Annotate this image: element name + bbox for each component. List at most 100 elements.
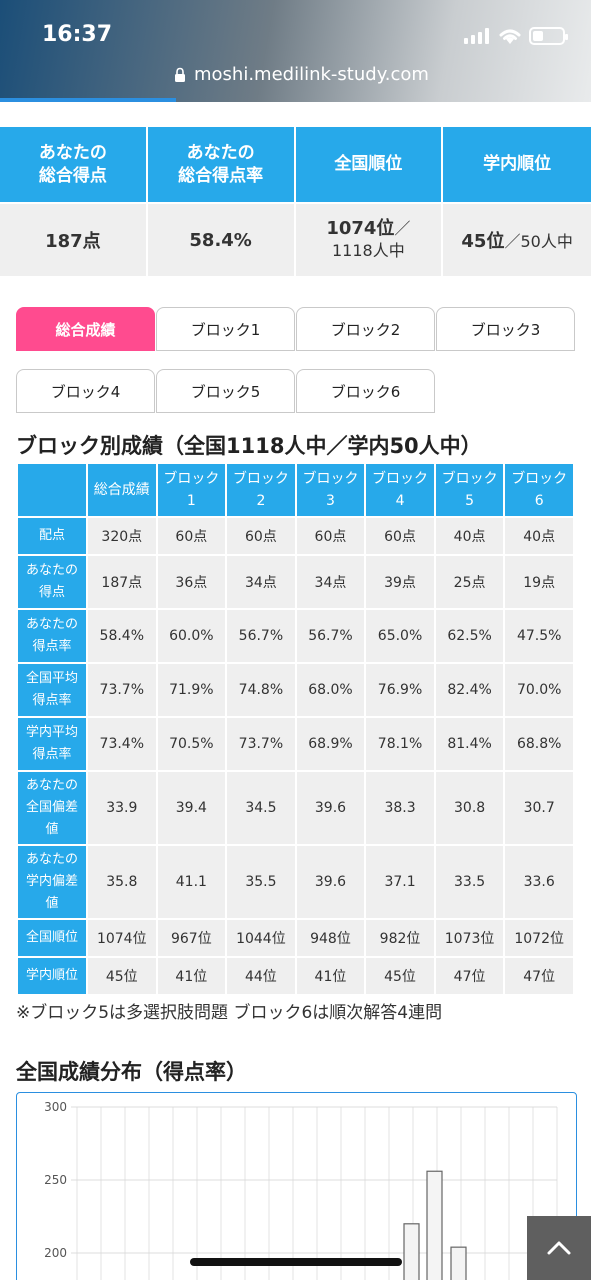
table-cell: 37.1 bbox=[364, 844, 436, 920]
row-label: あなたの 全国偏差 値 bbox=[16, 770, 88, 846]
table-cell: 47位 bbox=[503, 956, 575, 996]
distribution-bar bbox=[403, 1223, 420, 1280]
table-cell: 62.5% bbox=[433, 608, 506, 664]
table-cell: 56.7% bbox=[294, 608, 367, 664]
y-tick-label: 200 bbox=[44, 1246, 67, 1260]
summary-national-rank: 1074位／ 1118人中 bbox=[295, 204, 444, 278]
url-bar[interactable]: moshi.medilink-study.com bbox=[194, 64, 429, 85]
table-cell: 74.8% bbox=[225, 662, 297, 718]
row-label: 学内平均 得点率 bbox=[16, 716, 88, 772]
table-cell: 39点 bbox=[364, 554, 436, 610]
tab-overall[interactable]: 総合成績 bbox=[16, 307, 155, 351]
table-cell: 44位 bbox=[225, 956, 297, 996]
table-cell: 982位 bbox=[364, 918, 436, 958]
table-cell: 56.7% bbox=[225, 608, 297, 664]
table-cell: 34点 bbox=[294, 554, 367, 610]
table-row: あなたの 全国偏差 値 33.9 39.4 34.5 39.6 38.3 30.8 30.7 bbox=[16, 770, 575, 846]
table-cell: 60点 bbox=[225, 516, 297, 556]
summary-header-rate: あなたの 総合得点率 bbox=[147, 127, 296, 204]
table-cell: 47位 bbox=[433, 956, 506, 996]
row-label: 全国順位 bbox=[16, 918, 88, 958]
table-header-row: 総合成績 ブロック 1 ブロック 2 ブロック 3 ブロック 4 ブロック 5 … bbox=[16, 462, 575, 518]
table-cell: 68.0% bbox=[294, 662, 367, 718]
table-corner-cell bbox=[16, 462, 88, 518]
table-cell: 34点 bbox=[225, 554, 297, 610]
scroll-to-top-button[interactable] bbox=[527, 1216, 591, 1280]
table-cell: 30.7 bbox=[503, 770, 575, 846]
table-cell: 33.9 bbox=[86, 770, 158, 846]
table-cell: 948位 bbox=[294, 918, 367, 958]
tab-block-5[interactable]: ブロック5 bbox=[156, 369, 295, 413]
table-cell: 71.9% bbox=[155, 662, 228, 718]
tab-block-1[interactable]: ブロック1 bbox=[156, 307, 295, 351]
table-cell: 19点 bbox=[503, 554, 575, 610]
block-section-title: ブロック別成績（全国1118人中／学内50人中） bbox=[16, 434, 482, 458]
column-header: ブロック 1 bbox=[155, 462, 228, 518]
tab-block-3[interactable]: ブロック3 bbox=[436, 307, 575, 351]
summary-header-national-rank: 全国順位 bbox=[295, 127, 444, 204]
column-header: ブロック 4 bbox=[364, 462, 436, 518]
table-cell: 34.5 bbox=[225, 770, 297, 846]
table-cell: 40点 bbox=[503, 516, 575, 556]
row-label: あなたの 得点率 bbox=[16, 608, 88, 664]
block-results-table: 総合成績 ブロック 1 ブロック 2 ブロック 3 ブロック 4 ブロック 5 … bbox=[16, 462, 575, 996]
table-cell: 30.8 bbox=[433, 770, 506, 846]
table-row: 全国平均 得点率 73.7% 71.9% 74.8% 68.0% 76.9% 82.4% 70… bbox=[16, 662, 575, 718]
tab-block-6[interactable]: ブロック6 bbox=[296, 369, 435, 413]
status-time: 16:37 bbox=[42, 22, 113, 47]
table-cell: 58.4% bbox=[86, 608, 158, 664]
column-header: ブロック 6 bbox=[503, 462, 575, 518]
y-tick-label: 300 bbox=[44, 1100, 67, 1114]
summary-score: 187点 bbox=[0, 204, 148, 278]
table-cell: 25点 bbox=[433, 554, 506, 610]
table-cell: 60点 bbox=[155, 516, 228, 556]
column-header: 総合成績 bbox=[86, 462, 158, 518]
page-load-progress bbox=[0, 98, 176, 102]
block-note: ※ブロック5は多選択肢問題 ブロック6は順次解答4連問 bbox=[16, 1003, 443, 1023]
table-cell: 33.6 bbox=[503, 844, 575, 920]
summary-header-score: あなたの 総合得点 bbox=[0, 127, 148, 204]
distribution-title: 全国成績分布（得点率） bbox=[16, 1060, 247, 1084]
tab-block-2[interactable]: ブロック2 bbox=[296, 307, 435, 351]
table-cell: 70.5% bbox=[155, 716, 228, 772]
battery-icon bbox=[529, 27, 568, 45]
row-label: あなたの 得点 bbox=[16, 554, 88, 610]
table-cell: 40点 bbox=[433, 516, 506, 556]
distribution-bar bbox=[426, 1170, 443, 1280]
table-cell: 1074位 bbox=[86, 918, 158, 958]
table-row: あなたの 得点 187点 36点 34点 34点 39点 25点 19点 bbox=[16, 554, 575, 610]
row-label: 配点 bbox=[16, 516, 88, 556]
tab-block-4[interactable]: ブロック4 bbox=[16, 369, 155, 413]
table-row: あなたの 得点率 58.4% 60.0% 56.7% 56.7% 65.0% 62.5% 47… bbox=[16, 608, 575, 664]
table-cell: 1044位 bbox=[225, 918, 297, 958]
y-tick-label: 250 bbox=[44, 1173, 67, 1187]
table-cell: 1072位 bbox=[503, 918, 575, 958]
column-header: ブロック 2 bbox=[225, 462, 297, 518]
table-cell: 73.7% bbox=[86, 662, 158, 718]
table-cell: 73.7% bbox=[225, 716, 297, 772]
table-cell: 47.5% bbox=[503, 608, 575, 664]
table-cell: 38.3 bbox=[364, 770, 436, 846]
chevron-up-icon bbox=[547, 1241, 571, 1255]
row-label: 学内順位 bbox=[16, 956, 88, 996]
table-cell: 320点 bbox=[86, 516, 158, 556]
table-cell: 78.1% bbox=[364, 716, 436, 772]
home-indicator bbox=[190, 1258, 402, 1266]
table-cell: 65.0% bbox=[364, 608, 436, 664]
wifi-icon bbox=[499, 29, 521, 44]
lock-icon bbox=[175, 67, 185, 82]
table-row: 全国順位 1074位 967位 1044位 948位 982位 1073位 1072位 bbox=[16, 918, 575, 958]
cellular-signal-icon bbox=[464, 28, 490, 44]
table-cell: 68.9% bbox=[294, 716, 367, 772]
table-cell: 45位 bbox=[364, 956, 436, 996]
distribution-bar bbox=[450, 1246, 467, 1280]
table-cell: 33.5 bbox=[433, 844, 506, 920]
table-cell: 39.6 bbox=[294, 844, 367, 920]
table-row: 学内順位 45位 41位 44位 41位 45位 47位 47位 bbox=[16, 956, 575, 996]
table-cell: 41位 bbox=[155, 956, 228, 996]
column-header: ブロック 3 bbox=[294, 462, 367, 518]
table-cell: 60点 bbox=[364, 516, 436, 556]
summary-header-school-rank: 学内順位 bbox=[443, 127, 591, 204]
summary-school-rank: 45位／ 50人中 bbox=[443, 204, 591, 278]
table-cell: 82.4% bbox=[433, 662, 506, 718]
